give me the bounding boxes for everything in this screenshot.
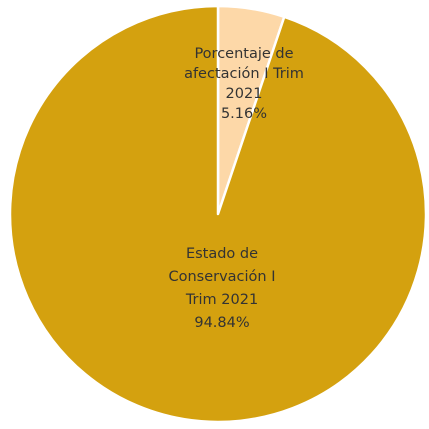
data-label-line: Estado de: [186, 246, 258, 262]
pie-slices: [8, 4, 428, 424]
data-label-line: 2021: [226, 86, 263, 102]
data-label-porcentaje-de: Porcentaje de afectación I Trim 2021 5.16%: [184, 46, 304, 122]
data-label-line: afectación I Trim: [184, 66, 304, 82]
data-label-value: 94.84%: [194, 315, 249, 331]
pie-labels: Porcentaje de afectación I Trim 2021 5.16% E…: [168, 46, 303, 331]
data-label-line: Conservación I: [168, 269, 275, 285]
data-label-line: Porcentaje de: [194, 46, 293, 62]
data-label-estado-de: Estado de Conservación I Trim 2021 94.84%: [168, 246, 275, 331]
data-label-line: Trim 2021: [185, 292, 258, 308]
data-label-value: 5.16%: [221, 106, 267, 122]
pie-slice-estado-de: [8, 4, 428, 424]
